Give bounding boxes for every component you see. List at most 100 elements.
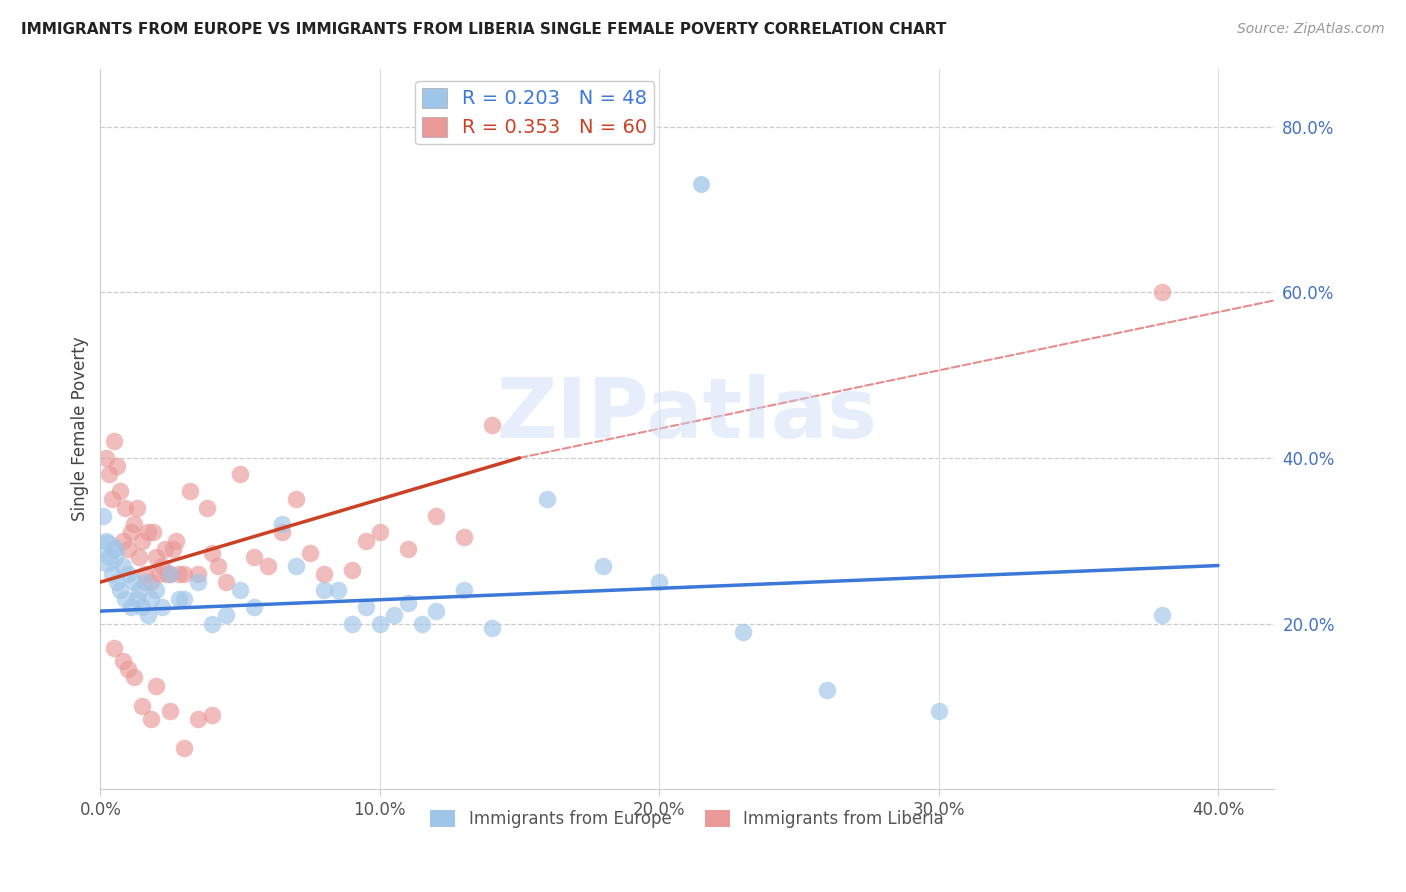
Point	[94, 450, 117, 465]
Legend: Immigrants from Europe, Immigrants from Liberia: Immigrants from Europe, Immigrants from …	[423, 804, 950, 835]
Point	[103, 434, 125, 449]
Point	[201, 707, 224, 722]
Point	[187, 712, 209, 726]
Point	[215, 575, 238, 590]
Point	[382, 608, 405, 623]
Point	[340, 616, 363, 631]
Point	[103, 541, 125, 556]
Point	[145, 679, 167, 693]
Point	[173, 566, 195, 581]
Point	[229, 583, 252, 598]
Point	[425, 508, 447, 523]
Point	[201, 616, 224, 631]
Point	[128, 550, 150, 565]
Point	[298, 546, 321, 560]
Point	[173, 740, 195, 755]
Point	[173, 591, 195, 606]
Point	[243, 599, 266, 614]
Point	[453, 530, 475, 544]
Point	[312, 566, 335, 581]
Point	[117, 566, 139, 581]
Point	[94, 533, 117, 548]
Point	[167, 591, 190, 606]
Point	[139, 575, 162, 590]
Point	[1152, 285, 1174, 300]
Point	[928, 704, 950, 718]
Point	[187, 566, 209, 581]
Text: ZIPatlas: ZIPatlas	[496, 374, 877, 455]
Point	[271, 525, 294, 540]
Point	[136, 525, 159, 540]
Point	[128, 583, 150, 598]
Point	[159, 566, 181, 581]
Point	[125, 500, 148, 515]
Point	[108, 583, 131, 598]
Point	[481, 417, 503, 432]
Point	[368, 616, 391, 631]
Point	[111, 533, 134, 548]
Point	[105, 459, 128, 474]
Point	[159, 566, 181, 581]
Point	[139, 712, 162, 726]
Point	[114, 591, 136, 606]
Point	[134, 575, 156, 590]
Point	[100, 492, 122, 507]
Point	[145, 550, 167, 565]
Point	[114, 500, 136, 515]
Point	[162, 541, 184, 556]
Point	[257, 558, 280, 573]
Point	[368, 525, 391, 540]
Point	[648, 575, 671, 590]
Point	[815, 682, 838, 697]
Point	[354, 533, 377, 548]
Point	[122, 670, 145, 684]
Point	[136, 608, 159, 623]
Point	[396, 596, 419, 610]
Point	[187, 575, 209, 590]
Point	[425, 604, 447, 618]
Point	[153, 541, 176, 556]
Point	[536, 492, 558, 507]
Text: IMMIGRANTS FROM EUROPE VS IMMIGRANTS FROM LIBERIA SINGLE FEMALE POVERTY CORRELAT: IMMIGRANTS FROM EUROPE VS IMMIGRANTS FRO…	[21, 22, 946, 37]
Point	[111, 558, 134, 573]
Point	[453, 583, 475, 598]
Point	[150, 599, 173, 614]
Point	[103, 641, 125, 656]
Point	[195, 500, 218, 515]
Point	[326, 583, 349, 598]
Point	[142, 525, 165, 540]
Point	[91, 508, 114, 523]
Point	[108, 483, 131, 498]
Point	[159, 704, 181, 718]
Point	[117, 662, 139, 676]
Point	[354, 599, 377, 614]
Point	[215, 608, 238, 623]
Point	[122, 517, 145, 532]
Text: Source: ZipAtlas.com: Source: ZipAtlas.com	[1237, 22, 1385, 37]
Point	[411, 616, 433, 631]
Point	[284, 558, 307, 573]
Point	[111, 654, 134, 668]
Point	[97, 467, 120, 482]
Point	[105, 575, 128, 590]
Point	[731, 624, 754, 639]
Point	[165, 533, 187, 548]
Point	[340, 563, 363, 577]
Point	[243, 550, 266, 565]
Point	[122, 575, 145, 590]
Point	[125, 591, 148, 606]
Point	[100, 566, 122, 581]
Point	[131, 533, 153, 548]
Point	[690, 178, 713, 192]
Point	[1152, 608, 1174, 623]
Point	[592, 558, 614, 573]
Point	[120, 525, 142, 540]
Point	[179, 483, 201, 498]
Point	[150, 558, 173, 573]
Y-axis label: Single Female Poverty: Single Female Poverty	[72, 336, 89, 521]
Point	[271, 517, 294, 532]
Point	[131, 699, 153, 714]
Point	[139, 591, 162, 606]
Point	[131, 599, 153, 614]
Point	[145, 583, 167, 598]
